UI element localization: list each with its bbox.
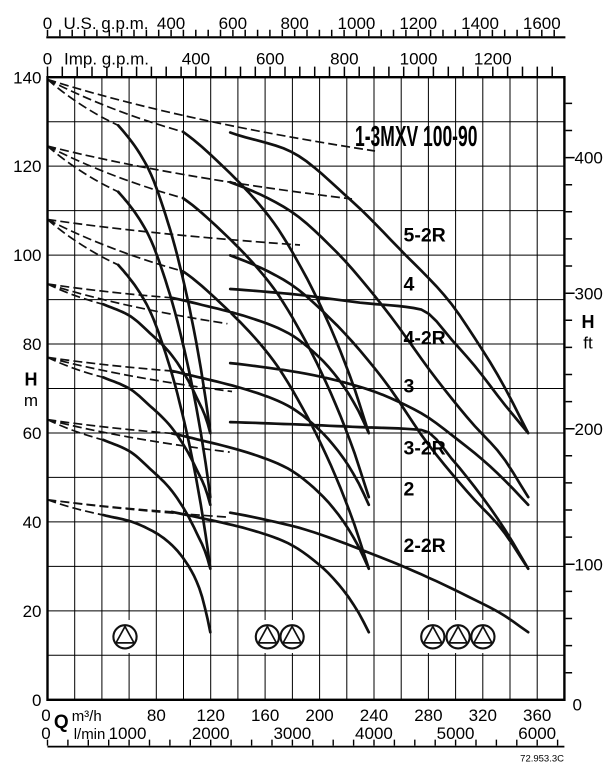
- svg-text:240: 240: [360, 706, 388, 725]
- svg-text:3: 3: [404, 376, 415, 398]
- svg-text:0: 0: [573, 696, 582, 715]
- svg-text:ft: ft: [583, 334, 593, 353]
- svg-text:6000: 6000: [518, 724, 556, 743]
- svg-text:1600: 1600: [523, 14, 561, 33]
- svg-text:0: 0: [32, 691, 41, 710]
- svg-text:1000: 1000: [338, 14, 376, 33]
- svg-text:Imp. g.p.m.: Imp. g.p.m.: [64, 50, 149, 69]
- svg-text:80: 80: [23, 335, 42, 354]
- svg-text:800: 800: [280, 14, 308, 33]
- svg-text:600: 600: [219, 14, 247, 33]
- svg-text:280: 280: [414, 706, 442, 725]
- svg-text:400: 400: [182, 50, 210, 69]
- svg-text:100: 100: [575, 555, 603, 574]
- svg-text:H: H: [25, 369, 38, 389]
- svg-text:5-2R: 5-2R: [404, 225, 446, 247]
- svg-text:0: 0: [43, 14, 52, 33]
- svg-text:H: H: [582, 312, 595, 332]
- svg-text:400: 400: [575, 149, 603, 168]
- svg-text:300: 300: [575, 284, 603, 303]
- svg-text:0: 0: [41, 724, 50, 743]
- svg-text:3-2R: 3-2R: [404, 438, 446, 460]
- svg-text:m³/h: m³/h: [72, 708, 102, 725]
- svg-text:72.953.3C: 72.953.3C: [520, 754, 564, 765]
- svg-text:5000: 5000: [437, 724, 475, 743]
- svg-text:20: 20: [23, 602, 42, 621]
- svg-text:2: 2: [404, 479, 415, 501]
- svg-text:0: 0: [41, 706, 50, 725]
- svg-text:360: 360: [523, 706, 551, 725]
- svg-text:Q: Q: [54, 712, 69, 733]
- svg-text:1-3MXV 100-90: 1-3MXV 100-90: [355, 122, 477, 153]
- svg-text:U.S. g.p.m.: U.S. g.p.m.: [63, 14, 148, 33]
- svg-text:320: 320: [469, 706, 497, 725]
- svg-text:1200: 1200: [399, 14, 437, 33]
- svg-text:100: 100: [13, 246, 41, 265]
- svg-text:400: 400: [157, 14, 185, 33]
- svg-text:2-2R: 2-2R: [404, 535, 446, 557]
- svg-text:1000: 1000: [400, 50, 438, 69]
- svg-text:160: 160: [251, 706, 279, 725]
- svg-text:3000: 3000: [273, 724, 311, 743]
- svg-text:4: 4: [404, 274, 415, 296]
- svg-text:4000: 4000: [355, 724, 393, 743]
- svg-text:140: 140: [13, 68, 41, 87]
- svg-text:l/min: l/min: [74, 726, 106, 743]
- svg-text:800: 800: [330, 50, 358, 69]
- svg-text:40: 40: [23, 513, 42, 532]
- svg-text:0: 0: [43, 50, 52, 69]
- svg-text:60: 60: [23, 424, 42, 443]
- svg-text:1000: 1000: [109, 724, 147, 743]
- svg-text:200: 200: [575, 420, 603, 439]
- svg-text:80: 80: [147, 706, 166, 725]
- svg-text:1400: 1400: [461, 14, 499, 33]
- svg-text:600: 600: [256, 50, 284, 69]
- svg-text:200: 200: [305, 706, 333, 725]
- svg-text:120: 120: [197, 706, 225, 725]
- svg-text:2000: 2000: [192, 724, 230, 743]
- svg-text:4-2R: 4-2R: [404, 328, 446, 350]
- svg-text:m: m: [24, 391, 38, 410]
- svg-text:120: 120: [13, 157, 41, 176]
- svg-text:1200: 1200: [474, 50, 512, 69]
